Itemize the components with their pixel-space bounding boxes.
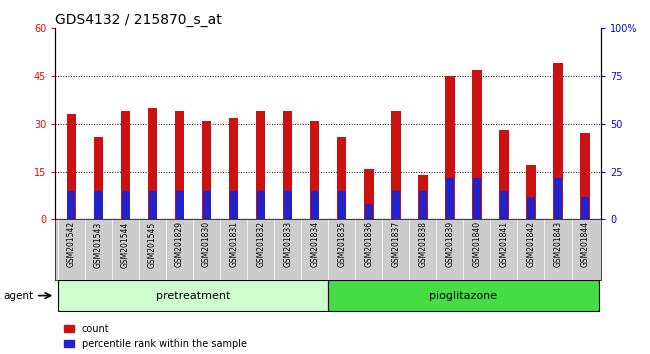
Bar [392, 191, 400, 219]
Bar [122, 191, 129, 219]
Bar [229, 191, 238, 219]
Bar [283, 111, 292, 219]
Bar [311, 191, 318, 219]
Text: GSM201844: GSM201844 [580, 221, 590, 267]
Text: GSM201835: GSM201835 [337, 221, 346, 267]
Bar [418, 175, 428, 219]
Text: GSM201841: GSM201841 [499, 221, 508, 267]
Text: GSM201838: GSM201838 [419, 221, 427, 267]
Bar [473, 178, 481, 219]
Bar [67, 114, 76, 219]
Text: agent: agent [3, 291, 33, 301]
Text: pioglitazone: pioglitazone [430, 291, 497, 301]
Bar [446, 178, 454, 219]
Bar [554, 178, 562, 219]
Text: GSM201840: GSM201840 [473, 221, 482, 267]
Bar [391, 111, 400, 219]
Bar [310, 121, 319, 219]
Bar [202, 121, 211, 219]
Bar [553, 63, 563, 219]
Bar [419, 191, 427, 219]
Bar [526, 165, 536, 219]
Text: pretreatment: pretreatment [156, 291, 230, 301]
Bar [364, 169, 374, 219]
Bar [256, 111, 265, 219]
Bar [338, 191, 346, 219]
Text: GSM201832: GSM201832 [256, 221, 265, 267]
Bar [499, 130, 509, 219]
Bar [94, 137, 103, 219]
Text: GSM201830: GSM201830 [202, 221, 211, 267]
Text: GSM201839: GSM201839 [445, 221, 454, 267]
Bar [94, 191, 103, 219]
Bar [365, 204, 373, 219]
Text: GSM201837: GSM201837 [391, 221, 400, 267]
Bar [149, 191, 157, 219]
Bar [175, 111, 185, 219]
Text: GSM201836: GSM201836 [364, 221, 373, 267]
Legend: count, percentile rank within the sample: count, percentile rank within the sample [60, 320, 250, 353]
Bar [203, 191, 211, 219]
Bar [337, 137, 346, 219]
Bar [328, 280, 599, 311]
Text: GSM201545: GSM201545 [148, 221, 157, 268]
Text: GSM201829: GSM201829 [175, 221, 184, 267]
Text: GSM201544: GSM201544 [121, 221, 130, 268]
Bar [527, 197, 535, 219]
Bar [283, 191, 292, 219]
Text: GSM201842: GSM201842 [526, 221, 536, 267]
Text: GSM201543: GSM201543 [94, 221, 103, 268]
Bar [257, 191, 265, 219]
Text: GSM201833: GSM201833 [283, 221, 292, 267]
Text: GDS4132 / 215870_s_at: GDS4132 / 215870_s_at [55, 13, 222, 27]
Text: GSM201831: GSM201831 [229, 221, 238, 267]
Bar [58, 280, 328, 311]
Bar [580, 133, 590, 219]
Text: GSM201542: GSM201542 [67, 221, 76, 267]
Bar [176, 191, 183, 219]
Bar [148, 108, 157, 219]
Bar [500, 191, 508, 219]
Bar [229, 118, 239, 219]
Bar [581, 197, 589, 219]
Bar [445, 76, 454, 219]
Text: GSM201843: GSM201843 [554, 221, 562, 267]
Bar [472, 70, 482, 219]
Text: GSM201834: GSM201834 [310, 221, 319, 267]
Bar [68, 191, 75, 219]
Bar [121, 111, 130, 219]
